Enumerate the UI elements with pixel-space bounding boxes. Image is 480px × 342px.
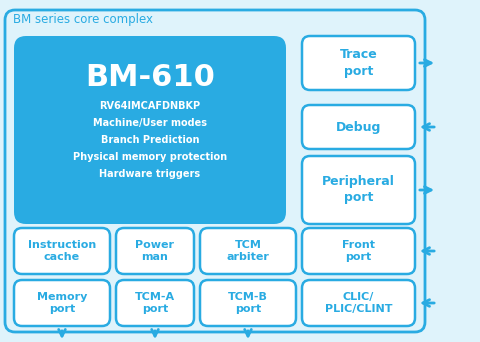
Text: Peripheral
port: Peripheral port [322, 175, 395, 205]
FancyBboxPatch shape [116, 228, 194, 274]
FancyBboxPatch shape [302, 156, 415, 224]
FancyBboxPatch shape [302, 228, 415, 274]
Text: Memory
port: Memory port [37, 292, 87, 314]
Text: TCM
arbiter: TCM arbiter [227, 240, 269, 262]
FancyBboxPatch shape [302, 280, 415, 326]
Text: CLIC/
PLIC/CLINT: CLIC/ PLIC/CLINT [325, 292, 392, 314]
Text: TCM-A
port: TCM-A port [135, 292, 175, 314]
FancyBboxPatch shape [116, 280, 194, 326]
FancyBboxPatch shape [302, 36, 415, 90]
FancyBboxPatch shape [5, 10, 425, 332]
Text: Physical memory protection: Physical memory protection [73, 152, 227, 162]
Text: RV64IMCAFDNBKP: RV64IMCAFDNBKP [99, 101, 201, 111]
Text: BM-610: BM-610 [85, 64, 215, 92]
Text: TCM-B
port: TCM-B port [228, 292, 268, 314]
Text: Branch Prediction: Branch Prediction [101, 135, 199, 145]
FancyBboxPatch shape [14, 280, 110, 326]
Text: Trace
port: Trace port [340, 49, 377, 78]
Text: Front
port: Front port [342, 240, 375, 262]
Text: Instruction
cache: Instruction cache [28, 240, 96, 262]
Text: Power
man: Power man [135, 240, 175, 262]
Text: BM series core complex: BM series core complex [13, 13, 153, 26]
FancyBboxPatch shape [14, 36, 286, 224]
FancyBboxPatch shape [14, 228, 110, 274]
FancyBboxPatch shape [302, 105, 415, 149]
FancyBboxPatch shape [200, 228, 296, 274]
Text: Debug: Debug [336, 120, 381, 133]
Text: Machine/User modes: Machine/User modes [93, 118, 207, 128]
FancyBboxPatch shape [200, 280, 296, 326]
Text: Hardware triggers: Hardware triggers [99, 169, 201, 179]
